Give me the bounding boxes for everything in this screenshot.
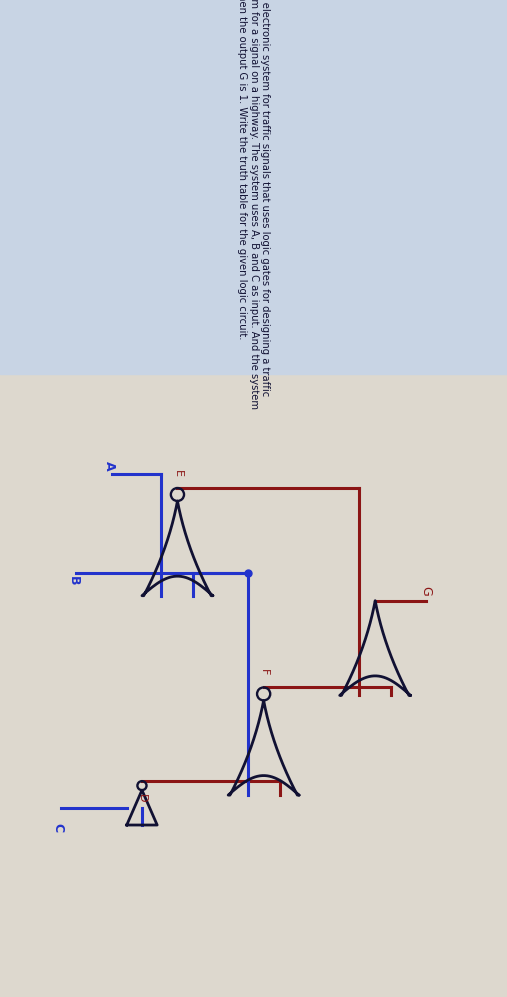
Text: G: G (419, 586, 432, 595)
Text: C: C (52, 823, 65, 832)
Text: F: F (259, 669, 269, 676)
Text: A: A (102, 462, 116, 471)
Text: Consider an electronic system for traffic signals that uses logic gates for desi: Consider an electronic system for traffi… (237, 0, 270, 410)
Bar (0, 0, 507, 374)
Text: D: D (137, 795, 147, 803)
Text: E: E (172, 470, 183, 477)
Text: B: B (67, 576, 80, 585)
